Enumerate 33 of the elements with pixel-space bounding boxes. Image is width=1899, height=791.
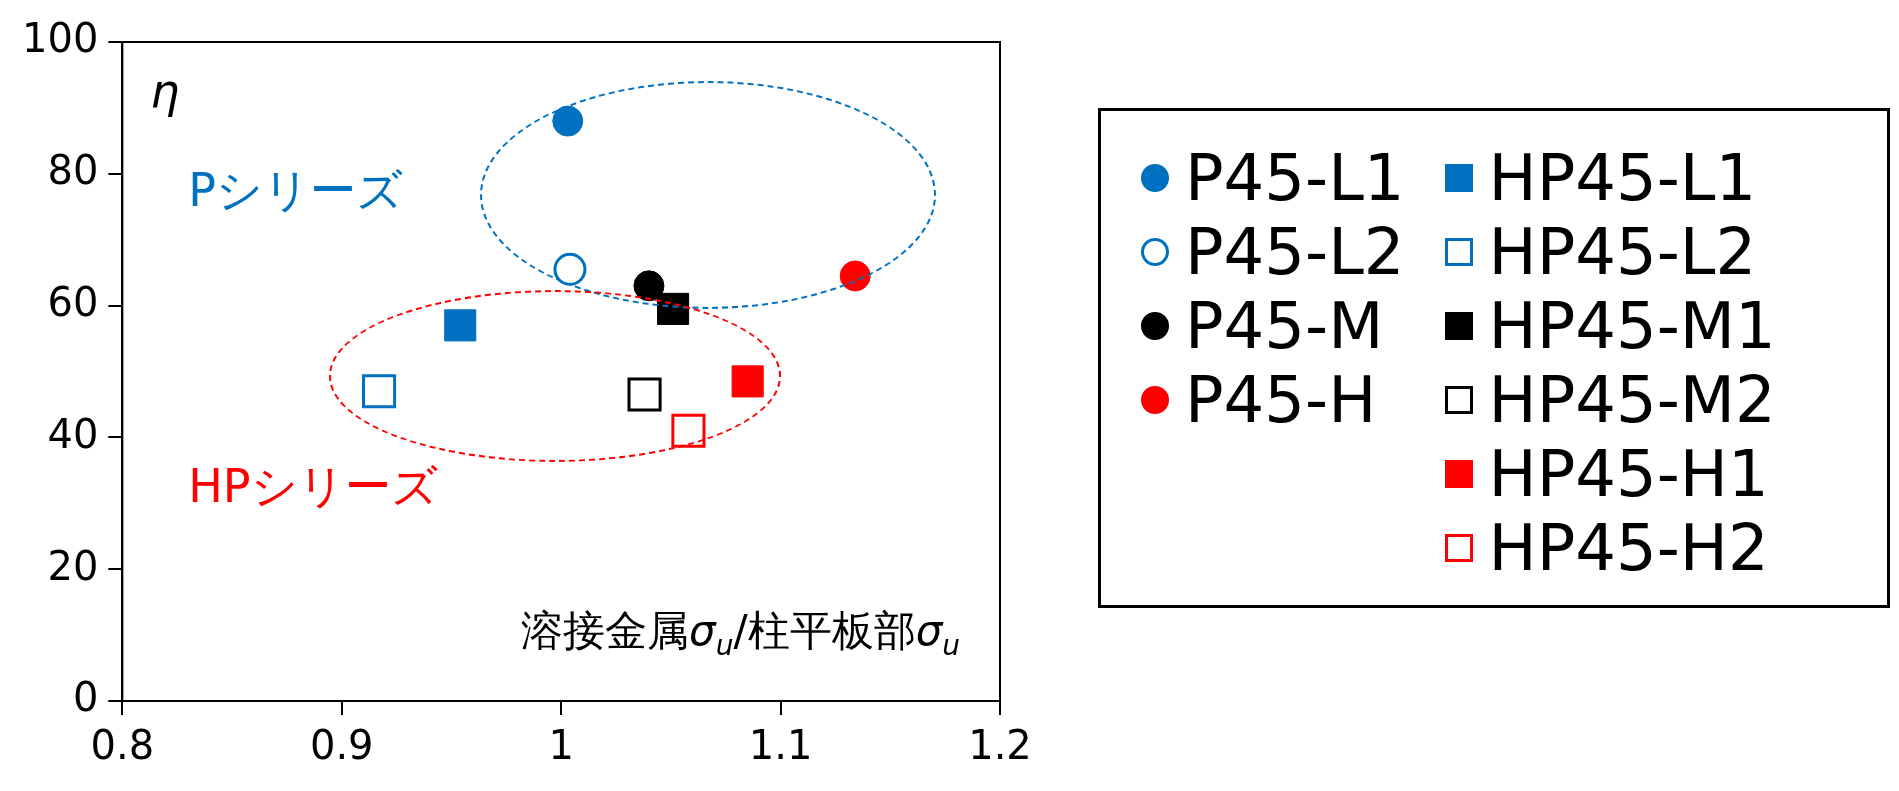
point [627,377,662,412]
x-tick-label: 0.9 [309,722,374,769]
x-tick-label: 1 [548,722,574,769]
annotation: HPシリーズ [188,459,438,514]
y-tick-label: 0 [72,674,99,721]
legend-label: HP45-L1 [1488,141,1757,215]
y-tick-label: 40 [47,410,99,457]
point [552,105,584,137]
y-axis-title: η [150,63,180,118]
legend-label: HP45-H2 [1488,511,1769,585]
legend-label: P45-L2 [1185,215,1405,289]
legend-label: P45-H [1185,363,1377,437]
x-tick-label: 0.8 [90,722,155,769]
x-tick-label: 1.2 [968,722,1032,769]
legend-label: HP45-M1 [1488,289,1776,363]
y-tick-label: 20 [47,542,99,589]
legend-label: HP45-L2 [1488,215,1757,289]
y-tick-label: 60 [47,278,99,325]
y-tick-label: 80 [47,147,99,194]
point [362,374,397,409]
point [671,413,706,448]
legend-label: HP45-M2 [1488,363,1776,437]
legend-label: P45-L1 [1185,141,1405,215]
legend-label: P45-M [1185,289,1384,363]
legend-label: HP45-H1 [1488,437,1769,511]
y-tick-label: 100 [21,15,99,62]
point [731,365,764,398]
x-tick-label: 1.1 [748,722,813,769]
point [633,270,665,302]
annotation: Pシリーズ [188,162,403,217]
point [839,260,871,292]
point [553,252,587,286]
point [444,309,477,342]
